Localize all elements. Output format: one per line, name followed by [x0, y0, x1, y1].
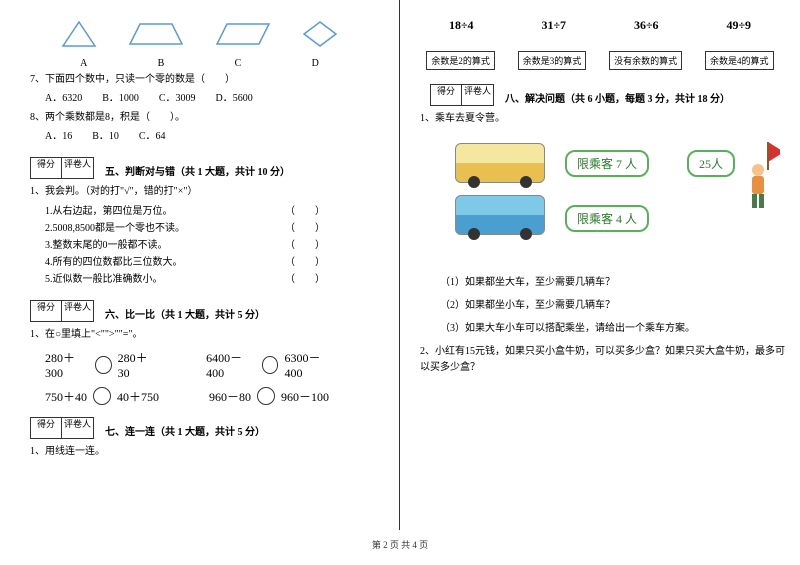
blank: （ ）: [285, 271, 325, 288]
judge-2: 2.5008,8500都是一个零也不读。: [45, 220, 185, 237]
label-d: D: [312, 58, 319, 69]
cmp-r: 280＋30: [118, 349, 157, 381]
compare-circle: [257, 387, 275, 405]
question-7-options: A．6320 B．1000 C．3009 D．5600: [45, 91, 384, 107]
division-row: 18÷4 31÷7 36÷6 49÷9: [415, 18, 785, 33]
rem-box-4: 余数是4的算式: [705, 51, 774, 70]
section-6-title: 六、比一比（共 1 大题，共计 5 分）: [105, 306, 384, 321]
small-bus: [455, 195, 545, 235]
blank: （ ）: [285, 203, 325, 220]
judge-4: 4.所有的四位数都比三位数大。: [45, 254, 183, 271]
diamond-shape: [300, 18, 340, 50]
question-7: 7、下面四个数中，只读一个零的数是（ ）: [30, 72, 384, 88]
question-8-options: A．16 B．10 C．64: [45, 129, 384, 145]
section-7-title: 七、连一连（共 1 大题，共计 5 分）: [105, 423, 384, 438]
judge-1: 1.从右边起，第四位是万位。: [45, 203, 173, 220]
cmp-r2: 960－100: [281, 388, 329, 405]
big-bus: [455, 143, 545, 183]
cmp-l: 280＋300: [45, 349, 89, 381]
wheel-icon: [520, 228, 532, 240]
people-count-box: 25人: [687, 150, 735, 177]
cmp-l2: 6400－400: [206, 349, 256, 381]
cmp-l: 750＋40: [45, 388, 87, 405]
q8-2: 2、小红有15元钱，如果只买小盒牛奶，可以买多少盒？如果只买大盒牛奶，最多可以买…: [420, 344, 785, 376]
limit-box-2: 限乘客 4 人: [565, 205, 649, 232]
limit-box-1: 限乘客 7 人: [565, 150, 649, 177]
label-c: C: [235, 58, 242, 69]
compare-row-2: 750＋40 40＋750 960－80 960－100: [45, 387, 384, 405]
rem-box-2: 余数是3的算式: [518, 51, 587, 70]
wheel-icon: [468, 176, 480, 188]
judge-3: 3.整数末尾的0一般都不读。: [45, 237, 168, 254]
parallelogram-shape: [213, 18, 273, 50]
cmp-r: 40＋750: [117, 388, 159, 405]
grader-label: 评卷人: [62, 300, 94, 322]
blank: （ ）: [285, 220, 325, 237]
left-column: A B C D 7、下面四个数中，只读一个零的数是（ ） A．6320 B．10…: [0, 0, 400, 530]
label-a: A: [80, 58, 87, 69]
right-column: 18÷4 31÷7 36÷6 49÷9 余数是2的算式 余数是3的算式 没有余数…: [400, 0, 800, 530]
compare-circle: [95, 356, 112, 374]
shape-labels: A B C D: [45, 58, 354, 69]
flag-person-icon: [740, 140, 780, 210]
section-7-intro: 1、用线连一连。: [30, 444, 384, 460]
remainder-row: 余数是2的算式 余数是3的算式 没有余数的算式 余数是4的算式: [415, 51, 785, 70]
judge-5: 5.近似数一般比准确数小。: [45, 271, 163, 288]
score-label: 得分: [30, 417, 62, 439]
div-3: 36÷6: [634, 18, 659, 33]
compare-row-1: 280＋300 280＋30 6400－400 6300－400: [45, 349, 384, 381]
triangle-shape: [59, 18, 99, 50]
rem-box-3: 没有余数的算式: [609, 51, 682, 70]
trapezoid-shape: [126, 18, 186, 50]
compare-circle: [93, 387, 111, 405]
div-1: 18÷4: [449, 18, 474, 33]
wheel-icon: [468, 228, 480, 240]
question-8: 8、两个乘数都是8，积是（ ）。: [30, 110, 384, 126]
rem-box-1: 余数是2的算式: [426, 51, 495, 70]
section-6-intro: 1、在○里填上"<"">""="。: [30, 327, 384, 343]
bus-illustration: 限乘客 7 人 限乘客 4 人 25人: [415, 135, 785, 265]
section-5-intro: 1、我会判。（对的打"√"，错的打"×"）: [30, 184, 384, 200]
blank: （ ）: [285, 237, 325, 254]
sub-q-1: （1）如果都坐大车，至少需要几辆车？: [440, 273, 785, 288]
cmp-l2: 960－80: [209, 388, 251, 405]
blank: （ ）: [285, 254, 325, 271]
div-4: 49÷9: [726, 18, 751, 33]
grader-label: 评卷人: [62, 157, 94, 179]
grader-label: 评卷人: [62, 417, 94, 439]
score-label: 得分: [430, 84, 462, 106]
section-8-title: 八、解决问题（共 6 小题，每题 3 分，共计 18 分）: [505, 90, 785, 105]
cmp-r2: 6300－400: [284, 349, 334, 381]
q8-1: 1、乘车去夏令营。: [420, 111, 785, 127]
sub-q-3: （3）如果大车小车可以搭配乘坐，请给出一个乘车方案。: [440, 319, 785, 334]
label-b: B: [158, 58, 165, 69]
compare-circle: [262, 356, 279, 374]
page-footer: 第 2 页 共 4 页: [0, 538, 800, 551]
wheel-icon: [520, 176, 532, 188]
div-2: 31÷7: [541, 18, 566, 33]
sub-q-2: （2）如果都坐小车，至少需要几辆车？: [440, 296, 785, 311]
score-label: 得分: [30, 157, 62, 179]
grader-label: 评卷人: [462, 84, 494, 106]
section-5-title: 五、判断对与错（共 1 大题，共计 10 分）: [105, 163, 384, 178]
judge-list: 1.从右边起，第四位是万位。 （ ） 2.5008,8500都是一个零也不读。 （ …: [45, 203, 384, 288]
score-label: 得分: [30, 300, 62, 322]
shapes-row: [45, 18, 354, 50]
